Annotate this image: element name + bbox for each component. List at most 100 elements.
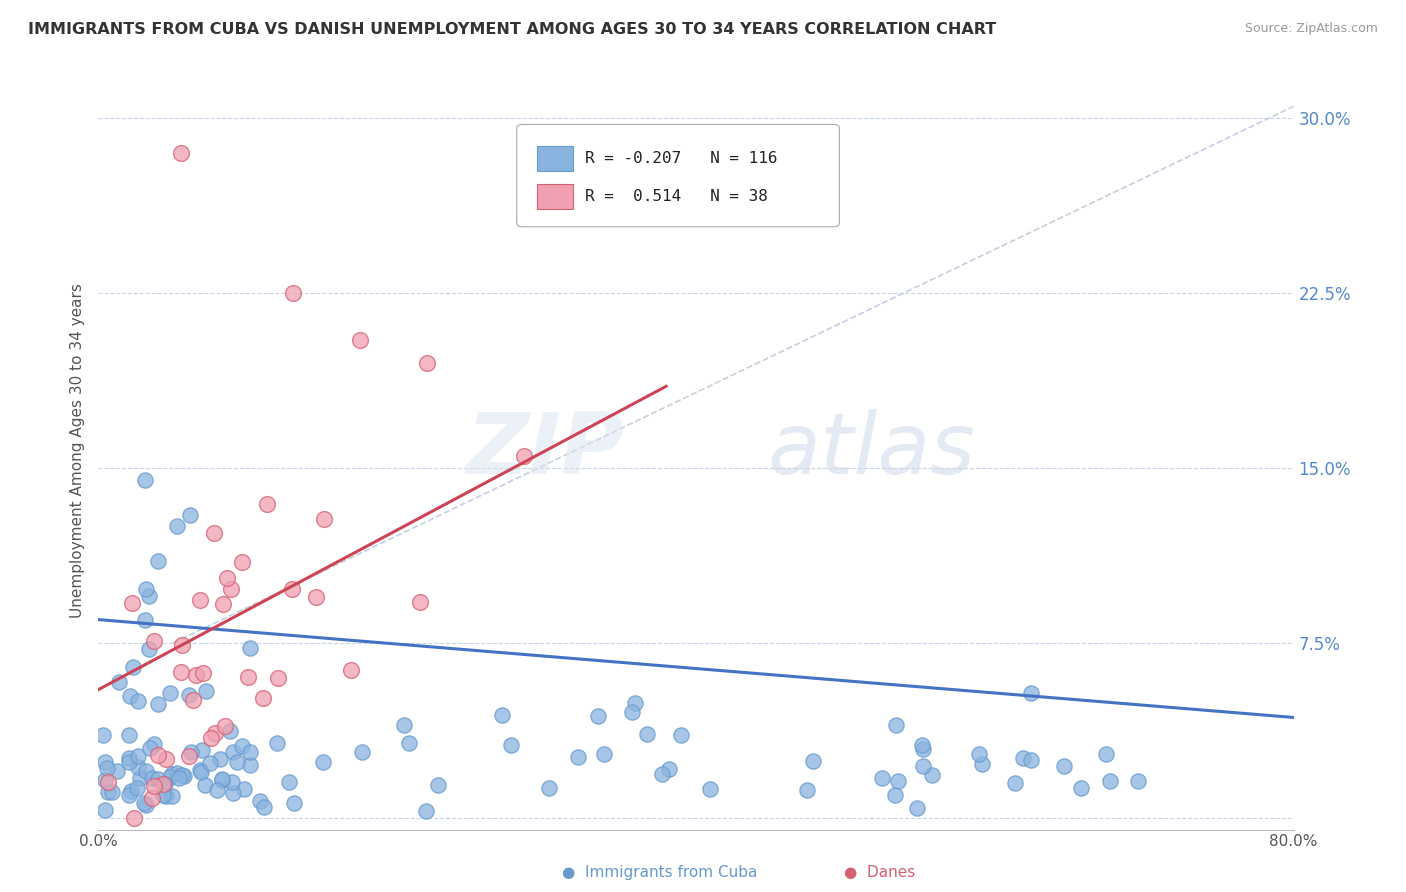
Point: [208, 752, 231, 766]
Point: [134, 473, 156, 487]
Point: [202, 526, 225, 541]
Point: [118, 755, 141, 769]
Text: R =  0.514   N = 38: R = 0.514 N = 38: [585, 189, 768, 204]
Point: [905, 801, 928, 815]
Point: [398, 736, 420, 750]
Point: [624, 697, 647, 711]
Point: [127, 781, 149, 796]
Point: [96, 760, 118, 774]
Point: [491, 707, 513, 722]
Point: [415, 804, 437, 818]
Point: [179, 508, 201, 522]
Point: [118, 751, 141, 765]
Text: Source: ZipAtlas.com: Source: ZipAtlas.com: [1244, 22, 1378, 36]
Point: [1099, 773, 1122, 788]
Point: [134, 613, 156, 627]
Point: [1019, 686, 1042, 700]
Point: [911, 738, 934, 752]
Point: [970, 756, 993, 771]
Point: [222, 745, 245, 759]
Point: [120, 690, 142, 704]
Point: [236, 670, 259, 684]
Point: [214, 719, 236, 733]
Point: [221, 774, 243, 789]
Point: [211, 772, 233, 786]
Point: [239, 641, 262, 656]
Point: [138, 589, 160, 603]
Point: [252, 690, 274, 705]
Point: [872, 771, 894, 785]
Point: [283, 797, 305, 811]
Point: [232, 781, 254, 796]
Point: [921, 768, 943, 782]
Point: [118, 788, 141, 802]
Bar: [537, 185, 572, 210]
Point: [148, 748, 170, 763]
Point: [139, 741, 162, 756]
Point: [146, 697, 169, 711]
Point: [408, 594, 430, 608]
Point: [135, 764, 157, 779]
Point: [801, 755, 824, 769]
Point: [97, 775, 120, 789]
Point: [160, 767, 183, 781]
Point: [143, 780, 166, 794]
Point: [256, 497, 278, 511]
Point: [148, 772, 170, 786]
Point: [101, 785, 124, 799]
Point: [105, 764, 128, 778]
Point: [1004, 776, 1026, 790]
Point: [537, 780, 560, 795]
Point: [122, 660, 145, 674]
Point: [211, 597, 233, 611]
Point: [249, 794, 271, 808]
Point: [142, 737, 165, 751]
Point: [200, 756, 222, 771]
Point: [181, 692, 204, 706]
Point: [911, 741, 934, 756]
Point: [969, 747, 991, 761]
Point: [911, 758, 934, 772]
Point: [350, 745, 373, 759]
Point: [155, 752, 177, 766]
Point: [211, 772, 233, 787]
Point: [167, 771, 190, 785]
Point: [620, 706, 643, 720]
Point: [122, 811, 145, 825]
Point: [1094, 747, 1116, 762]
Point: [193, 666, 215, 681]
Point: [153, 777, 176, 791]
Point: [93, 773, 115, 788]
Point: [200, 731, 222, 745]
Point: [152, 777, 174, 791]
Text: ●  Immigrants from Cuba: ● Immigrants from Cuba: [562, 865, 758, 880]
Point: [281, 285, 304, 300]
Point: [91, 728, 114, 742]
Point: [671, 728, 693, 742]
Point: [567, 749, 589, 764]
Point: [593, 747, 616, 761]
Point: [146, 554, 169, 568]
Point: [215, 571, 238, 585]
Text: IMMIGRANTS FROM CUBA VS DANISH UNEMPLOYMENT AMONG AGES 30 TO 34 YEARS CORRELATIO: IMMIGRANTS FROM CUBA VS DANISH UNEMPLOYM…: [28, 22, 997, 37]
Point: [138, 641, 160, 656]
Point: [239, 758, 262, 772]
Point: [1012, 751, 1035, 765]
Point: [186, 668, 208, 682]
Text: R = -0.207   N = 116: R = -0.207 N = 116: [585, 151, 778, 166]
Point: [141, 791, 163, 805]
Point: [172, 638, 194, 652]
Point: [97, 785, 120, 799]
Point: [177, 749, 200, 764]
Point: [191, 743, 214, 757]
Point: [166, 766, 188, 780]
Text: atlas: atlas: [768, 409, 976, 492]
Point: [190, 763, 212, 777]
Point: [93, 755, 115, 769]
Point: [887, 774, 910, 789]
Point: [884, 718, 907, 732]
Point: [152, 788, 174, 802]
Point: [188, 593, 211, 607]
Point: [194, 684, 217, 698]
Point: [118, 728, 141, 742]
